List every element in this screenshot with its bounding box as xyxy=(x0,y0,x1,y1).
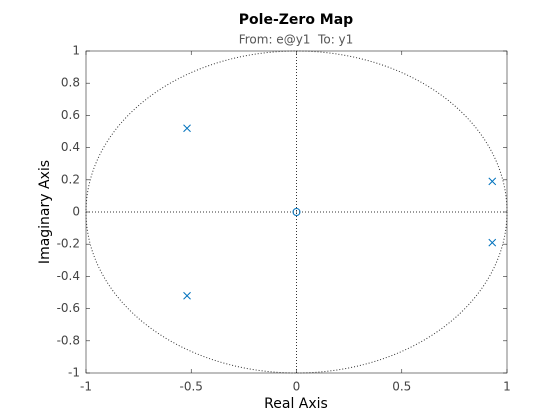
chart-title: Pole-Zero Map xyxy=(239,12,353,28)
y-tick-label: -1 xyxy=(68,366,80,380)
y-tick-label: 1 xyxy=(72,44,80,58)
pole-marker xyxy=(488,177,497,186)
chart-subtitle: From: e@y1 To: y1 xyxy=(239,33,354,47)
y-tick-label: 0.2 xyxy=(61,172,80,186)
y-tick-label: -0.8 xyxy=(57,333,80,347)
y-tick-label: 0.4 xyxy=(61,140,80,154)
pole-marker xyxy=(183,291,191,300)
y-axis-label: Imaginary Axis xyxy=(37,160,53,264)
x-tick-label: 1 xyxy=(503,380,511,394)
unit-circle xyxy=(85,50,508,374)
y-tick-label: -0.6 xyxy=(57,301,80,315)
zero-marker xyxy=(292,208,301,216)
y-tick-label: 0 xyxy=(72,205,80,219)
pole-marker xyxy=(183,124,191,133)
x-tick-label: 0 xyxy=(293,380,301,394)
y-tick-label: -0.2 xyxy=(57,237,80,251)
y-tick-label: -0.4 xyxy=(57,269,80,283)
y-tick-label: 0.6 xyxy=(61,108,80,122)
y-tick-label: 0.8 xyxy=(61,76,80,90)
x-tick-label: -0.5 xyxy=(180,380,203,394)
x-tick-label: -1 xyxy=(80,380,92,394)
pole-marker xyxy=(488,238,497,247)
x-axis-label: Real Axis xyxy=(264,396,328,412)
x-tick-label: 0.5 xyxy=(392,380,411,394)
